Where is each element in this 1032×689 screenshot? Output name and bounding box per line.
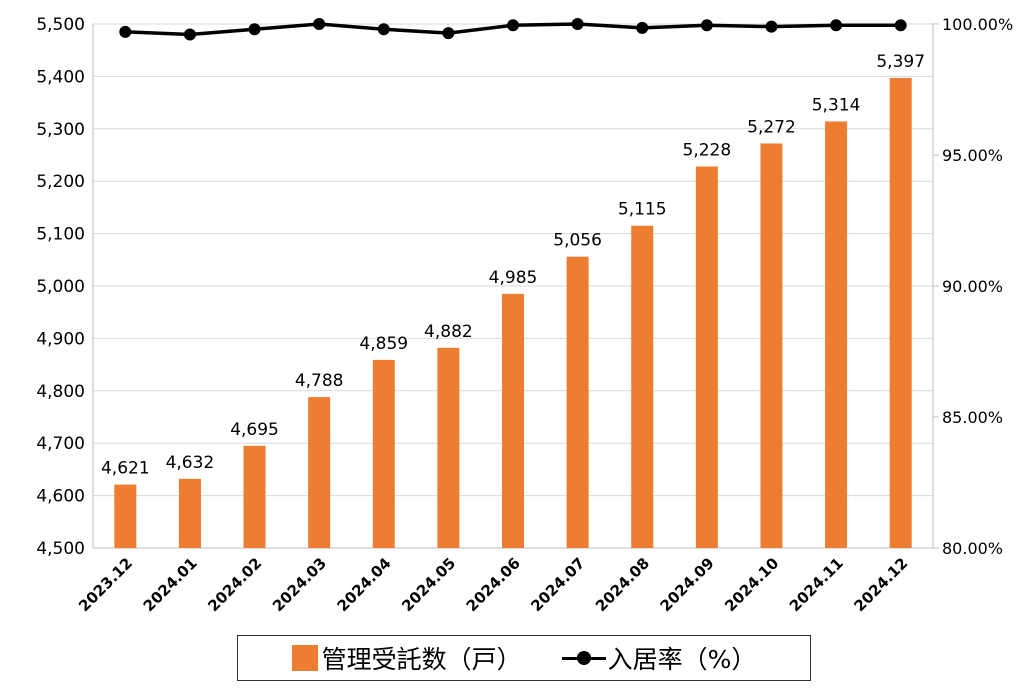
y-left-tick-label: 4,600 — [36, 487, 85, 507]
line-point — [830, 19, 843, 32]
bar — [502, 293, 524, 548]
x-tick-label: 2024.04 — [334, 554, 395, 615]
y-left-tick-label: 5,300 — [36, 120, 85, 140]
bar — [889, 77, 912, 549]
bar-data-label: 4,788 — [295, 371, 344, 391]
x-tick-label: 2024.08 — [592, 554, 653, 615]
bar — [178, 478, 201, 548]
bar-data-label: 5,056 — [553, 231, 602, 251]
legend: 管理受託数（戸） 入居率（%） — [237, 635, 811, 681]
y-left-tick-label: 5,000 — [36, 277, 85, 297]
bar — [308, 397, 331, 548]
legend-line-swatch — [561, 651, 606, 665]
y-left-tick-label: 5,100 — [36, 225, 85, 245]
line-point — [765, 20, 778, 33]
y-left-tick-label: 5,500 — [36, 15, 85, 35]
bar — [825, 121, 848, 549]
bar-data-label: 4,632 — [166, 453, 215, 473]
bar — [437, 347, 460, 548]
x-tick-label: 2024.03 — [269, 554, 330, 615]
bar — [372, 359, 395, 548]
line-point — [442, 27, 455, 40]
y-right-tick-label: 100.00% — [942, 15, 1013, 34]
y-left-tick-label: 5,200 — [36, 172, 85, 192]
line-point — [571, 18, 584, 30]
line-point — [507, 19, 519, 32]
legend-line-label: 入居率（%） — [607, 645, 757, 674]
line-point — [894, 19, 907, 32]
bar-data-label: 4,621 — [101, 459, 150, 479]
x-tick-label: 2024.11 — [786, 554, 847, 615]
legend-item-line: 入居率（%） — [561, 640, 757, 676]
bar-data-label: 4,985 — [489, 268, 538, 288]
line-point — [119, 25, 132, 38]
bar-data-label: 5,397 — [876, 52, 925, 72]
legend-bar-swatch — [291, 645, 318, 671]
bar — [695, 166, 718, 548]
line-point — [636, 21, 649, 34]
bar-data-label: 4,695 — [230, 420, 279, 440]
bar — [114, 484, 137, 548]
y-right-tick-label: 80.00% — [942, 539, 1003, 558]
line-point — [313, 18, 326, 30]
x-tick-label: 2023.12 — [75, 554, 136, 615]
bar — [760, 143, 783, 549]
line-point — [248, 23, 261, 36]
bar-data-label: 5,272 — [747, 117, 796, 137]
y-left-tick-label: 4,900 — [36, 329, 85, 349]
bar — [243, 445, 266, 548]
y-left-tick-label: 5,400 — [36, 67, 85, 87]
bar-data-label: 5,115 — [618, 200, 667, 220]
x-tick-label: 2024.12 — [850, 554, 911, 615]
legend-item-bar: 管理受託数（戸） — [291, 640, 522, 676]
y-left-tick-label: 4,800 — [36, 382, 85, 402]
legend-bar-label: 管理受託数（戸） — [321, 645, 522, 674]
y-right-tick-label: 90.00% — [942, 277, 1003, 296]
bar-data-label: 4,859 — [359, 334, 408, 354]
bar — [566, 256, 589, 548]
bar-data-label: 5,228 — [683, 141, 732, 161]
bar-data-label: 5,314 — [812, 95, 861, 115]
x-tick-label: 2024.01 — [140, 554, 201, 615]
line-point — [377, 23, 390, 36]
x-tick-label: 2024.10 — [721, 554, 782, 615]
y-right-tick-label: 95.00% — [942, 146, 1003, 165]
y-left-tick-label: 4,500 — [36, 539, 85, 559]
x-tick-label: 2024.02 — [204, 554, 265, 615]
y-right-tick-label: 85.00% — [942, 408, 1003, 427]
bar — [631, 225, 654, 549]
x-tick-label: 2024.07 — [527, 554, 588, 615]
x-tick-label: 2024.09 — [657, 554, 718, 615]
line-point — [700, 19, 713, 32]
line-point — [183, 28, 196, 41]
x-tick-label: 2024.05 — [398, 554, 459, 615]
x-tick-label: 2024.06 — [463, 554, 524, 615]
y-left-tick-label: 4,700 — [36, 434, 85, 454]
bar-data-label: 4,882 — [424, 322, 473, 342]
